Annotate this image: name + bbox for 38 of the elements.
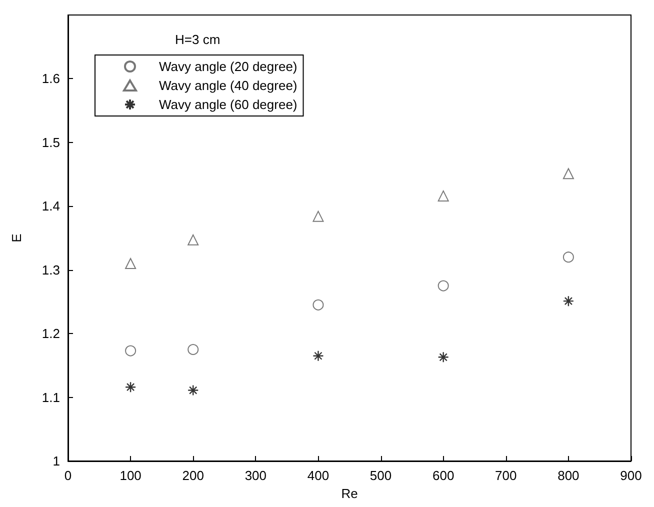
point bbox=[438, 352, 449, 363]
y-tick-label: 1 bbox=[52, 454, 60, 468]
point bbox=[312, 299, 324, 310]
x-tick-label: 100 bbox=[120, 468, 142, 483]
point bbox=[562, 252, 574, 263]
x-tick-label: 300 bbox=[244, 468, 267, 483]
x-tick-label: 800 bbox=[558, 468, 580, 483]
point bbox=[562, 295, 574, 307]
y-tick-label: 1.3 bbox=[42, 262, 60, 278]
point bbox=[124, 381, 136, 393]
point bbox=[125, 258, 136, 269]
x-tick-label: 900 bbox=[620, 468, 642, 483]
legend-label: Wavy angle (40 degree) bbox=[159, 78, 298, 93]
x-tick-label: 400 bbox=[307, 468, 330, 483]
y-tick-label: 1.6 bbox=[42, 71, 60, 86]
x-tick-label: 500 bbox=[370, 468, 392, 483]
point bbox=[312, 350, 324, 362]
x-tick-label: 200 bbox=[182, 468, 204, 483]
legend-label: Wavy angle (60 degree) bbox=[159, 97, 298, 112]
x-tick-label: 0 bbox=[64, 468, 72, 483]
point bbox=[312, 210, 324, 222]
point bbox=[125, 345, 136, 356]
y-tick-label: 1.2 bbox=[42, 326, 60, 342]
y-tick-label: 1.5 bbox=[42, 134, 60, 150]
x-axis-title: Re bbox=[341, 486, 358, 501]
x-tick-label: 700 bbox=[495, 468, 517, 483]
x-tick-label: 600 bbox=[432, 468, 454, 483]
point bbox=[562, 168, 574, 180]
legend-title: H=3 cm bbox=[175, 32, 220, 47]
point bbox=[188, 384, 199, 396]
y-tick-label: 1.4 bbox=[42, 198, 60, 214]
point bbox=[188, 344, 199, 355]
legend-label: Wavy angle (20 degree) bbox=[159, 59, 298, 74]
point bbox=[188, 234, 199, 246]
point bbox=[438, 190, 449, 202]
y-axis-title: E bbox=[9, 233, 24, 242]
point bbox=[438, 280, 449, 292]
y-tick-label: 1.1 bbox=[42, 390, 60, 405]
